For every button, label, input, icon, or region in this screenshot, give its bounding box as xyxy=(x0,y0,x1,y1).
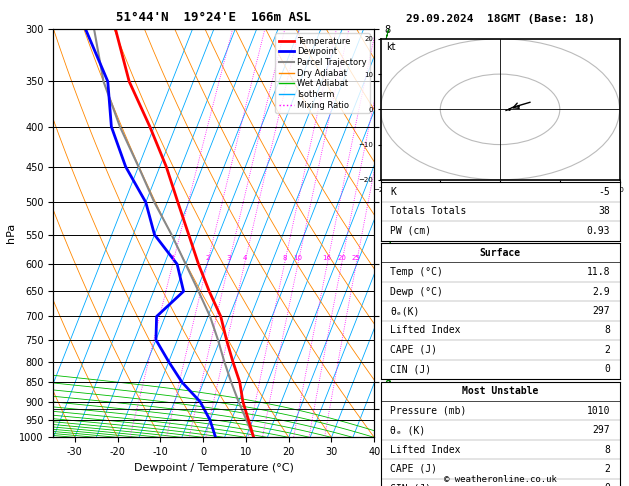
Text: CIN (J): CIN (J) xyxy=(390,484,431,486)
Text: © weatheronline.co.uk: © weatheronline.co.uk xyxy=(443,474,557,484)
Text: 1010: 1010 xyxy=(586,406,610,416)
Text: 2.9: 2.9 xyxy=(593,287,610,296)
Text: 29.09.2024  18GMT (Base: 18): 29.09.2024 18GMT (Base: 18) xyxy=(406,14,594,24)
Legend: Temperature, Dewpoint, Parcel Trajectory, Dry Adiabat, Wet Adiabat, Isotherm, Mi: Temperature, Dewpoint, Parcel Trajectory… xyxy=(276,34,370,113)
Text: Temp (°C): Temp (°C) xyxy=(390,267,443,277)
Text: CAPE (J): CAPE (J) xyxy=(390,464,437,474)
Text: Pressure (mb): Pressure (mb) xyxy=(390,406,467,416)
Text: 8: 8 xyxy=(282,255,287,261)
Y-axis label: hPa: hPa xyxy=(6,223,16,243)
Text: Dewp (°C): Dewp (°C) xyxy=(390,287,443,296)
X-axis label: Dewpoint / Temperature (°C): Dewpoint / Temperature (°C) xyxy=(134,463,294,473)
Text: Surface: Surface xyxy=(479,248,521,258)
Y-axis label: km
ASL: km ASL xyxy=(398,212,416,233)
Text: 2: 2 xyxy=(604,345,610,355)
Text: 0: 0 xyxy=(604,364,610,374)
Text: θₑ (K): θₑ (K) xyxy=(390,425,425,435)
Text: 11.8: 11.8 xyxy=(586,267,610,277)
Text: Totals Totals: Totals Totals xyxy=(390,207,467,216)
Text: 8: 8 xyxy=(604,326,610,335)
Text: 2: 2 xyxy=(604,464,610,474)
Text: 38: 38 xyxy=(598,207,610,216)
Text: CAPE (J): CAPE (J) xyxy=(390,345,437,355)
Text: 0: 0 xyxy=(604,484,610,486)
Text: 16: 16 xyxy=(323,255,331,261)
Text: 25: 25 xyxy=(352,255,360,261)
Text: kt: kt xyxy=(386,42,396,52)
Text: 10: 10 xyxy=(293,255,303,261)
Text: K: K xyxy=(390,187,396,197)
Text: 1: 1 xyxy=(170,255,175,261)
Text: Most Unstable: Most Unstable xyxy=(462,386,538,396)
Text: LCL: LCL xyxy=(400,405,415,414)
Text: CIN (J): CIN (J) xyxy=(390,364,431,374)
Text: Lifted Index: Lifted Index xyxy=(390,445,460,454)
Text: 8: 8 xyxy=(604,445,610,454)
Text: 3: 3 xyxy=(226,255,231,261)
Text: 2: 2 xyxy=(205,255,209,261)
Text: 297: 297 xyxy=(593,306,610,316)
Text: 4: 4 xyxy=(242,255,247,261)
Text: 51°44'N  19°24'E  166m ASL: 51°44'N 19°24'E 166m ASL xyxy=(116,11,311,24)
Text: -5: -5 xyxy=(598,187,610,197)
Text: PW (cm): PW (cm) xyxy=(390,226,431,236)
Text: 20: 20 xyxy=(337,255,346,261)
Text: θₑ(K): θₑ(K) xyxy=(390,306,420,316)
Text: Lifted Index: Lifted Index xyxy=(390,326,460,335)
Text: 297: 297 xyxy=(593,425,610,435)
Text: 0.93: 0.93 xyxy=(586,226,610,236)
